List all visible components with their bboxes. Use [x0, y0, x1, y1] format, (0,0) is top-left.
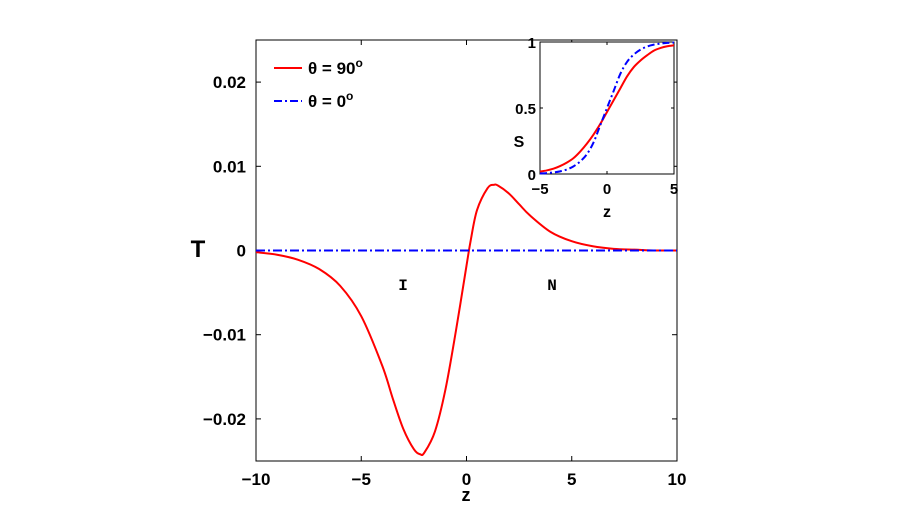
xtick-label: 10 [668, 470, 687, 489]
xtick-label: 5 [670, 181, 678, 198]
ytick-label: −0.02 [203, 410, 246, 429]
legend-label-theta-90: θ = 90o [308, 56, 363, 78]
ytick-label: 0 [528, 167, 536, 184]
inset-xlabel: z [603, 204, 611, 221]
xtick-label: −5 [531, 181, 548, 198]
ytick-label: 0.01 [213, 157, 246, 176]
ytick-label: 0.5 [515, 101, 536, 118]
legend: θ = 90o θ = 0o [274, 56, 363, 111]
inset-series [539, 41, 675, 175]
xtick-label: 0 [603, 181, 611, 198]
ytick-label: −0.01 [203, 326, 246, 345]
series-line-1 [539, 41, 675, 175]
main-xlabel: z [462, 485, 471, 505]
ytick-label: 1 [528, 35, 536, 52]
inset-ylabel: S [514, 134, 525, 151]
xtick-label: 0 [462, 470, 471, 489]
xtick-label: 5 [567, 470, 576, 489]
inset-axes-box [539, 41, 675, 175]
xtick-label: −5 [352, 470, 371, 489]
series-line-0 [255, 183, 678, 457]
ytick-label: 0 [237, 242, 246, 261]
main-series [255, 183, 678, 457]
legend-label-theta-0: θ = 0o [308, 89, 353, 111]
annotation-n: N [547, 277, 557, 295]
ytick-label: 0.02 [213, 73, 246, 92]
inset-tick-labels: −5 0 500.51 [515, 35, 678, 198]
main-ylabel: T [191, 236, 206, 263]
series-line-0 [539, 44, 675, 173]
annotation-i: I [398, 277, 408, 295]
xtick-label: −10 [242, 470, 271, 489]
